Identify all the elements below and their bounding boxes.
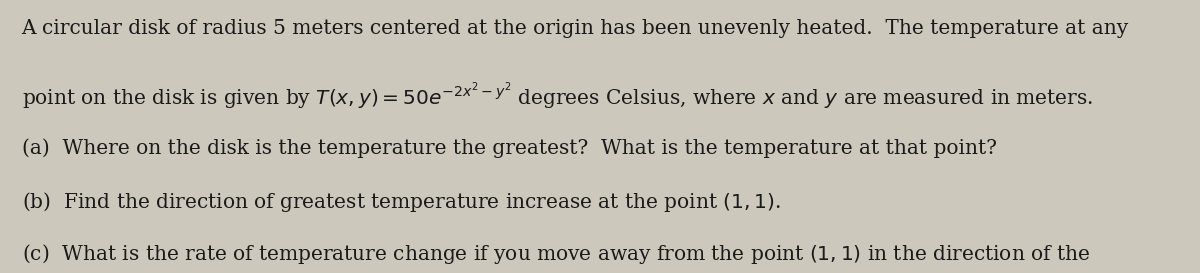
Text: (c)  What is the rate of temperature change if you move away from the point $(1,: (c) What is the rate of temperature chan… — [22, 242, 1090, 266]
Text: A circular disk of radius 5 meters centered at the origin has been unevenly heat: A circular disk of radius 5 meters cente… — [22, 19, 1129, 38]
Text: (b)  Find the direction of greatest temperature increase at the point $(1, 1)$.: (b) Find the direction of greatest tempe… — [22, 190, 780, 214]
Text: (a)  Where on the disk is the temperature the greatest?  What is the temperature: (a) Where on the disk is the temperature… — [22, 138, 997, 158]
Text: point on the disk is given by $T(x, y) = 50e^{-2x^2-y^2}$ degrees Celsius, where: point on the disk is given by $T(x, y) =… — [22, 82, 1093, 112]
